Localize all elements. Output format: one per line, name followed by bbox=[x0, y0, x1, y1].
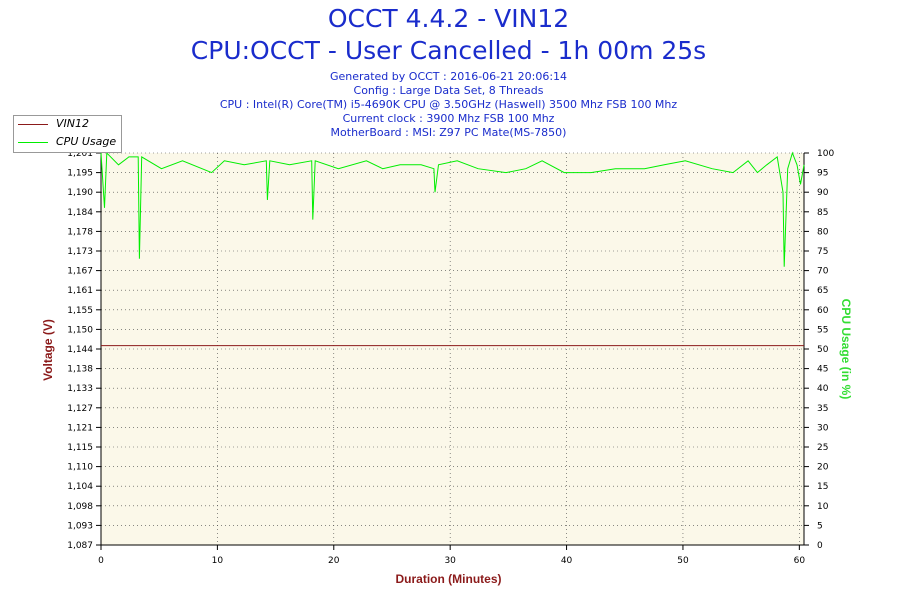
info-cpu: CPU : Intel(R) Core(TM) i5-4690K CPU @ 3… bbox=[219, 98, 678, 111]
y-tick-label: 1,155 bbox=[67, 306, 93, 316]
y2-tick-label: 85 bbox=[817, 208, 828, 218]
y-tick-label: 1,167 bbox=[67, 267, 93, 277]
y2-tick-label: 65 bbox=[817, 286, 828, 296]
info-generated: Generated by OCCT : 2016-06-21 20:06:14 bbox=[329, 70, 568, 83]
legend-swatch-cpu-usage bbox=[18, 142, 48, 143]
y2-tick-label: 35 bbox=[817, 404, 828, 414]
y-tick-label: 1,115 bbox=[67, 443, 93, 453]
y-tick-label: 1,127 bbox=[67, 404, 93, 414]
y2-tick-label: 100 bbox=[817, 149, 834, 159]
x-tick-label: 50 bbox=[677, 556, 689, 566]
plot-background bbox=[101, 153, 804, 545]
y-tick-label: 1,138 bbox=[67, 365, 93, 375]
y-axis-label: Voltage (V) bbox=[41, 319, 55, 381]
info-clock: Current clock : 3900 Mhz FSB 100 Mhz bbox=[342, 112, 555, 125]
y2-tick-label: 60 bbox=[817, 306, 829, 316]
y-tick-label: 1,093 bbox=[67, 521, 93, 531]
legend-item-cpu-usage: CPU Usage bbox=[18, 135, 118, 149]
chart-title: OCCT 4.4.2 - VIN12 bbox=[327, 4, 570, 33]
y-tick-label: 1,184 bbox=[67, 208, 93, 218]
y-tick-label: 1,178 bbox=[67, 227, 93, 237]
y-tick-label: 1,173 bbox=[67, 247, 93, 257]
chart-subtitle: CPU:OCCT - User Cancelled - 1h 00m 25s bbox=[190, 36, 707, 65]
legend-label-cpu-usage: CPU Usage bbox=[56, 135, 117, 148]
x-tick-label: 30 bbox=[444, 556, 456, 566]
y-tick-label: 1,098 bbox=[67, 502, 93, 512]
x-tick-label: 20 bbox=[328, 556, 340, 566]
y-tick-label: 1,195 bbox=[67, 169, 93, 179]
legend-swatch-vin12 bbox=[18, 124, 48, 125]
y2-tick-label: 10 bbox=[817, 502, 829, 512]
y2-tick-label: 15 bbox=[817, 482, 828, 492]
y2-tick-label: 5 bbox=[817, 521, 823, 531]
y2-tick-label: 80 bbox=[817, 227, 829, 237]
legend: VIN12 CPU Usage bbox=[13, 115, 122, 153]
x-tick-label: 60 bbox=[794, 556, 806, 566]
y2-tick-label: 30 bbox=[817, 423, 829, 433]
y2-tick-label: 40 bbox=[817, 384, 829, 394]
legend-label-vin12: VIN12 bbox=[56, 117, 89, 130]
info-config: Config : Large Data Set, 8 Threads bbox=[353, 84, 544, 97]
y-tick-label: 1,144 bbox=[67, 345, 93, 355]
y-tick-label: 1,133 bbox=[67, 384, 93, 394]
y2-tick-label: 55 bbox=[817, 325, 828, 335]
y-tick-label: 1,087 bbox=[67, 541, 93, 551]
y2-tick-label: 90 bbox=[817, 188, 829, 198]
x-tick-label: 40 bbox=[561, 556, 573, 566]
x-axis-label: Duration (Minutes) bbox=[395, 572, 502, 586]
y-tick-label: 1,104 bbox=[67, 482, 93, 492]
x-tick-label: 10 bbox=[212, 556, 224, 566]
y2-tick-label: 70 bbox=[817, 267, 829, 277]
y-tick-label: 1,110 bbox=[67, 463, 93, 473]
y-tick-label: 1,121 bbox=[67, 423, 93, 433]
y2-tick-label: 45 bbox=[817, 365, 828, 375]
series-line-cpu-usage bbox=[100, 151, 805, 267]
y2-tick-label: 75 bbox=[817, 247, 828, 257]
y2-tick-label: 0 bbox=[817, 541, 823, 551]
y2-tick-label: 20 bbox=[817, 463, 829, 473]
y2-tick-label: 50 bbox=[817, 345, 829, 355]
y-tick-label: 1,201 bbox=[67, 149, 93, 159]
y2-tick-label: 95 bbox=[817, 169, 828, 179]
info-motherboard: MotherBoard : MSI: Z97 PC Mate(MS-7850) bbox=[330, 126, 567, 139]
y-tick-label: 1,150 bbox=[67, 325, 93, 335]
x-tick-label: 0 bbox=[98, 556, 104, 566]
y2-axis-label: CPU Usage (in %) bbox=[839, 298, 853, 400]
y-tick-label: 1,161 bbox=[67, 286, 93, 296]
y-tick-label: 1,190 bbox=[67, 188, 93, 198]
legend-item-vin12: VIN12 bbox=[18, 117, 118, 131]
y2-tick-label: 25 bbox=[817, 443, 828, 453]
